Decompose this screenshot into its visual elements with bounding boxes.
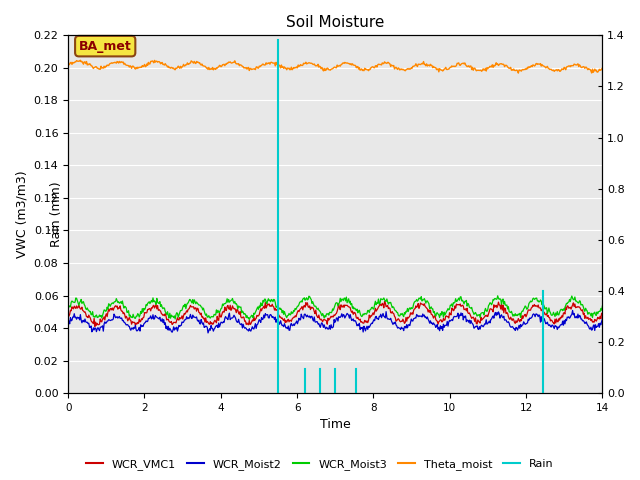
Line: Theta_moist: Theta_moist	[68, 60, 602, 73]
Theta_moist	[234, 61, 242, 67]
WCR_VMC1	[216, 310, 223, 315]
WCR_Moist3	[64, 306, 72, 312]
WCR_VMC1	[482, 312, 490, 318]
WCR_VMC1	[196, 310, 204, 315]
Theta_moist	[216, 62, 223, 68]
Line: WCR_Moist3: WCR_Moist3	[68, 296, 602, 320]
WCR_Moist2	[204, 330, 212, 336]
Line: WCR_Moist2: WCR_Moist2	[68, 311, 602, 333]
Theta_moist	[481, 67, 488, 73]
WCR_VMC1	[91, 324, 99, 329]
Theta_moist	[598, 65, 606, 71]
WCR_Moist3	[215, 309, 223, 315]
Text: BA_met: BA_met	[79, 40, 132, 53]
Theta_moist	[547, 66, 555, 72]
X-axis label: Time: Time	[320, 419, 351, 432]
WCR_Moist3	[494, 293, 502, 299]
WCR_Moist2	[216, 324, 223, 330]
WCR_Moist2	[234, 320, 242, 325]
WCR_Moist2	[547, 324, 554, 329]
WCR_Moist2	[64, 321, 72, 327]
WCR_Moist3	[416, 295, 424, 301]
WCR_VMC1	[598, 311, 606, 317]
Theta_moist	[64, 61, 72, 67]
Legend: WCR_VMC1, WCR_Moist2, WCR_Moist3, Theta_moist, Rain: WCR_VMC1, WCR_Moist2, WCR_Moist3, Theta_…	[82, 455, 558, 474]
WCR_VMC1	[234, 307, 242, 313]
WCR_Moist2	[569, 308, 577, 313]
WCR_Moist3	[481, 308, 488, 314]
Title: Soil Moisture: Soil Moisture	[286, 15, 385, 30]
WCR_VMC1	[381, 299, 388, 304]
WCR_Moist3	[195, 302, 203, 308]
WCR_Moist2	[416, 313, 424, 319]
Theta_moist	[196, 60, 204, 66]
Theta_moist	[77, 58, 84, 63]
WCR_VMC1	[64, 314, 72, 320]
WCR_Moist2	[481, 321, 488, 327]
Y-axis label: VWC (m3/m3): VWC (m3/m3)	[15, 170, 28, 258]
WCR_VMC1	[547, 317, 555, 323]
WCR_Moist3	[246, 317, 253, 323]
WCR_Moist3	[598, 303, 606, 309]
WCR_VMC1	[417, 300, 424, 306]
WCR_Moist2	[598, 316, 606, 322]
Theta_moist	[416, 61, 424, 67]
Theta_moist	[515, 70, 522, 76]
WCR_Moist3	[233, 302, 241, 308]
Y-axis label: Rain (mm): Rain (mm)	[49, 181, 63, 247]
WCR_Moist2	[195, 317, 203, 323]
Line: WCR_VMC1: WCR_VMC1	[68, 301, 602, 326]
WCR_Moist3	[547, 312, 555, 318]
